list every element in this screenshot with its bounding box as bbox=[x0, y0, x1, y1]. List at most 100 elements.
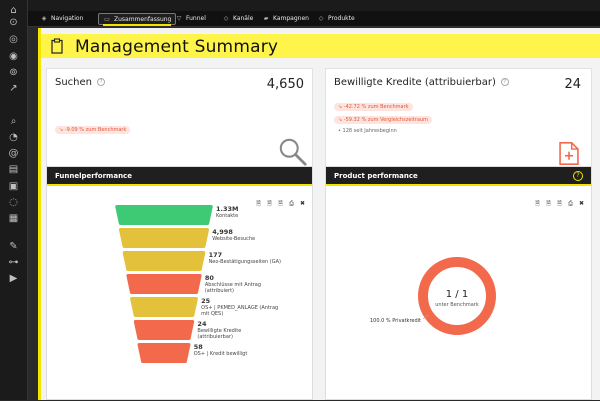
fullscreen-icon[interactable]: ✖ bbox=[299, 200, 306, 207]
comparison-badge: ↘ -59.32 % zum Vergleichszeitraum bbox=[334, 116, 432, 124]
panel-header: Funnelperformance bbox=[47, 167, 312, 186]
panel-toolbar: 🗎 🗎 🗎 ⎙ ✖ bbox=[530, 192, 585, 207]
funnel-stage-label: 58 OS+ | Kredit bewilligt bbox=[194, 343, 248, 357]
export-xls-icon[interactable]: 🗎 bbox=[278, 200, 283, 207]
clipboard-icon: ▭ bbox=[104, 15, 110, 23]
home-icon[interactable]: ⌂ bbox=[10, 5, 17, 16]
nav-label: Kanäle bbox=[233, 15, 254, 22]
funnel-stage[interactable] bbox=[130, 297, 198, 317]
page-title: Management Summary bbox=[75, 37, 279, 57]
funnel-stage[interactable] bbox=[118, 228, 210, 248]
funnel-stage-name: Website-Besuche bbox=[212, 236, 256, 242]
at-icon[interactable]: @ bbox=[8, 148, 19, 159]
briefcase-icon[interactable]: ▦ bbox=[8, 213, 19, 224]
funnel-stage[interactable] bbox=[115, 205, 213, 225]
donut-slice[interactable] bbox=[418, 257, 496, 335]
play-icon[interactable]: ▶ bbox=[9, 273, 18, 284]
funnel-icon: ▽ bbox=[176, 14, 182, 22]
funnel-stage[interactable] bbox=[133, 320, 195, 340]
slice-label: 100.0 % Privatkredit bbox=[370, 318, 421, 324]
donut-center-label: unter Benchmark bbox=[435, 302, 479, 308]
kpi-title-text: Suchen bbox=[55, 77, 93, 88]
zoom-icon[interactable]: ⊚ bbox=[9, 67, 18, 78]
help-icon[interactable]: ? bbox=[500, 78, 509, 86]
funnel-chart bbox=[115, 205, 213, 363]
nav-item-kampagnen[interactable]: ▰ Kampagnen bbox=[258, 13, 313, 25]
funnel-stage-label: 24 Bewilligte Kredite (attribuierbar) bbox=[197, 320, 277, 340]
nav-label: Navigation bbox=[51, 15, 84, 22]
sidebar: ⌂ ⊙ ◎ ◉ ⊚ ↗ ⌕ ◔ @ ▤ ▣ ◌ ▦ ✎ ⊶ ▶ bbox=[0, 0, 28, 400]
export-csv-icon[interactable]: 🗎 bbox=[267, 200, 272, 207]
nav-label: Kampagnen bbox=[273, 15, 309, 22]
since-start-text: • 128 seit Jahresbeginn bbox=[338, 128, 397, 134]
main-content: Management Summary Suchen? 4,650 ↘ -9.09… bbox=[38, 28, 600, 400]
funnel-stage-name: OS+ | Kredit bewilligt bbox=[193, 351, 248, 357]
kpi-card-search: Suchen? 4,650 ↘ -9.09 % zum Benchmark bbox=[46, 68, 313, 171]
nav-item-kanaele[interactable]: ◇ Kanäle bbox=[218, 13, 257, 25]
funnel-stage-value: 4,998 bbox=[212, 228, 233, 236]
active-tab-indicator bbox=[103, 24, 172, 26]
product-panel: Product performance ? 🗎 🗎 🗎 ⎙ ✖ 100.0 % Priv… bbox=[325, 166, 592, 400]
page-header: Management Summary bbox=[41, 34, 600, 58]
wrench-icon[interactable]: ✎ bbox=[9, 241, 18, 252]
chart-line-icon[interactable]: ↗ bbox=[9, 83, 18, 94]
nav-label: Zusammenfassung bbox=[114, 16, 172, 23]
export-xls-icon[interactable]: 🗎 bbox=[557, 200, 562, 207]
funnel-stage-name: Kontakte bbox=[216, 213, 239, 219]
funnel-stage-value: 1.33M bbox=[216, 205, 239, 213]
funnel-stage-value: 58 bbox=[193, 343, 203, 351]
nav-item-produkte[interactable]: ◇ Produkte bbox=[313, 13, 359, 25]
kpi-title-text: Bewilligte Kredite (attribuierbar) bbox=[334, 77, 496, 88]
funnel-stage-label: 177 Neo-Bestätigungsseiten (GA) bbox=[209, 251, 281, 265]
search-icon[interactable]: ⌕ bbox=[10, 116, 17, 127]
pie-icon[interactable]: ◔ bbox=[9, 132, 18, 143]
link-icon[interactable]: ⊶ bbox=[8, 257, 19, 268]
document-icon[interactable]: ▤ bbox=[8, 164, 19, 175]
export-pdf-icon[interactable]: 🗎 bbox=[256, 200, 261, 207]
nav-item-navigation[interactable]: ◈ Navigation bbox=[36, 13, 87, 25]
nav-item-zusammenfassung[interactable]: ▭ Zusammenfassung bbox=[98, 13, 177, 26]
print-icon[interactable]: ⎙ bbox=[568, 200, 573, 207]
target-icon[interactable]: ◉ bbox=[9, 51, 18, 62]
globe-icon[interactable]: ◎ bbox=[9, 34, 18, 45]
kpi-value: 4,650 bbox=[266, 77, 304, 92]
funnel-stage-value: 25 bbox=[201, 297, 211, 305]
magnifier-icon bbox=[279, 138, 307, 166]
fullscreen-icon[interactable]: ✖ bbox=[578, 200, 585, 207]
funnel-stage-name: OS+ | PKMED_ANLAGE (Antrag mit QES) bbox=[201, 305, 279, 317]
funnel-stage[interactable] bbox=[137, 343, 191, 363]
panel-title: Product performance bbox=[334, 172, 418, 180]
funnel-stage[interactable] bbox=[126, 274, 202, 294]
clipboard-icon bbox=[51, 38, 63, 54]
navigation-bar: ◈ Navigation ▭ Zusammenfassung ▽ Funnel ◇ Ka… bbox=[28, 11, 600, 27]
top-bar bbox=[28, 0, 600, 11]
funnel-stage[interactable] bbox=[122, 251, 206, 271]
wallet-icon[interactable]: ▣ bbox=[8, 181, 19, 192]
print-icon[interactable]: ⎙ bbox=[289, 200, 294, 207]
funnel-stage-label: 80 Abschlüsse mit Antrag (attribuiert) bbox=[205, 274, 285, 294]
panel-title: Funnelperformance bbox=[55, 172, 132, 180]
help-icon[interactable]: ? bbox=[97, 78, 106, 86]
compass-icon: ◈ bbox=[41, 14, 47, 22]
map-pin-icon[interactable]: ⊙ bbox=[9, 17, 18, 28]
nav-item-funnel[interactable]: ▽ Funnel bbox=[171, 13, 210, 25]
funnel-stage-label: 4,998 Website-Besuche bbox=[212, 228, 255, 242]
export-csv-icon[interactable]: 🗎 bbox=[546, 200, 551, 207]
funnel-panel: Funnelperformance 🗎 🗎 🗎 ⎙ ✖ 1.33M Kontakte 4,9… bbox=[46, 166, 313, 400]
help-icon[interactable]: ? bbox=[573, 171, 583, 181]
kpi-title: Suchen? bbox=[55, 77, 106, 88]
donut-chart: 100.0 % Privatkredit 1 / 1 unter Benchmark bbox=[370, 257, 496, 335]
accent-bar bbox=[38, 28, 41, 400]
settings-icon[interactable]: ◌ bbox=[9, 197, 18, 208]
nav-label: Funnel bbox=[186, 15, 206, 22]
panel-header: Product performance ? bbox=[326, 167, 591, 186]
slice-leader-line bbox=[422, 314, 429, 320]
funnel-stage-value: 177 bbox=[208, 251, 223, 259]
funnel-stage-name: Bewilligte Kredite (attribuierbar) bbox=[197, 328, 242, 340]
panel-toolbar: 🗎 🗎 🗎 ⎙ ✖ bbox=[251, 192, 306, 207]
funnel-stage-name: Abschlüsse mit Antrag (attribuiert) bbox=[204, 282, 262, 294]
tag-icon: ◇ bbox=[318, 14, 324, 22]
export-pdf-icon[interactable]: 🗎 bbox=[535, 200, 540, 207]
funnel-stage-value: 80 bbox=[204, 274, 214, 282]
benchmark-badge: ↘ -42.72 % zum Benchmark bbox=[334, 103, 413, 111]
